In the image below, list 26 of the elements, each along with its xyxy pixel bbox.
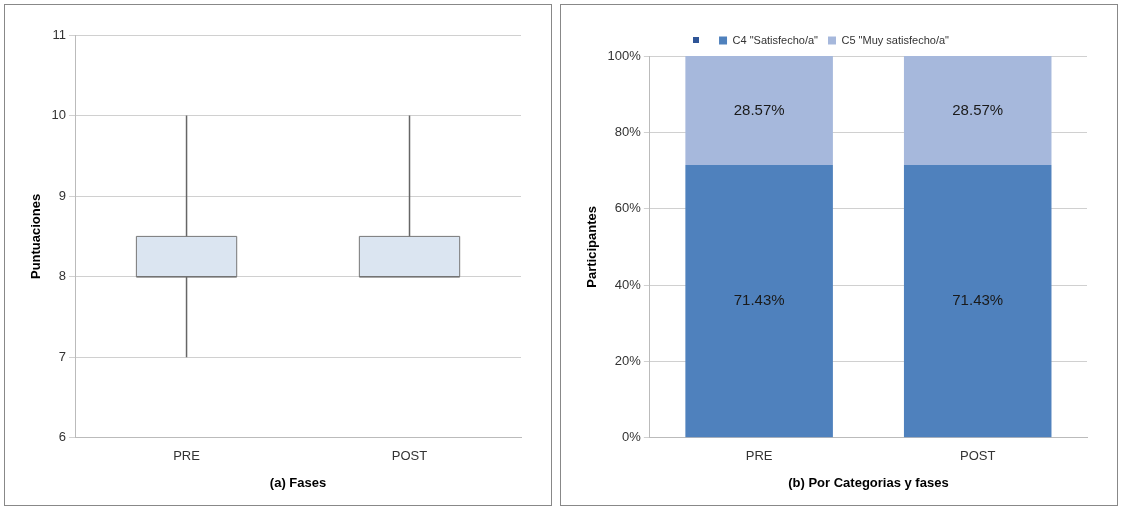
- y-tick-label: 20%: [614, 353, 642, 369]
- x-tick-label: POST: [391, 448, 428, 464]
- y-tick-label: 9: [58, 187, 67, 203]
- x-axis-title: (b) Por Categorias y fases: [788, 474, 949, 490]
- y-tick-label: 100%: [607, 47, 642, 63]
- x-tick-label: POST: [960, 448, 996, 464]
- y-tick-label: 60%: [614, 200, 642, 216]
- legend-label: C5 "Muy satisfecho/a": [841, 33, 950, 46]
- data-label: 28.57%: [952, 100, 1004, 118]
- y-axis-title: Puntuaciones: [28, 193, 44, 280]
- y-tick-label: 7: [58, 348, 67, 364]
- y-tick-label: 6: [58, 429, 67, 445]
- y-tick-label: 40%: [614, 276, 642, 292]
- data-label: 28.57%: [733, 100, 785, 118]
- y-tick-label: 11: [52, 26, 67, 42]
- data-label: 71.43%: [952, 291, 1004, 309]
- x-tick-label: PRE: [173, 448, 201, 464]
- data-label: 71.43%: [733, 291, 785, 309]
- y-tick-label: 10: [51, 107, 67, 123]
- x-axis-title: (a) Fases: [269, 474, 327, 490]
- y-tick-label: 0%: [622, 429, 642, 445]
- x-tick-label: PRE: [745, 448, 773, 464]
- y-axis-title: Participantes: [584, 206, 600, 288]
- legend-label: C4 "Satisfecho/a": [732, 33, 819, 46]
- y-tick-label: 8: [58, 268, 67, 284]
- y-tick-label: 80%: [614, 123, 642, 139]
